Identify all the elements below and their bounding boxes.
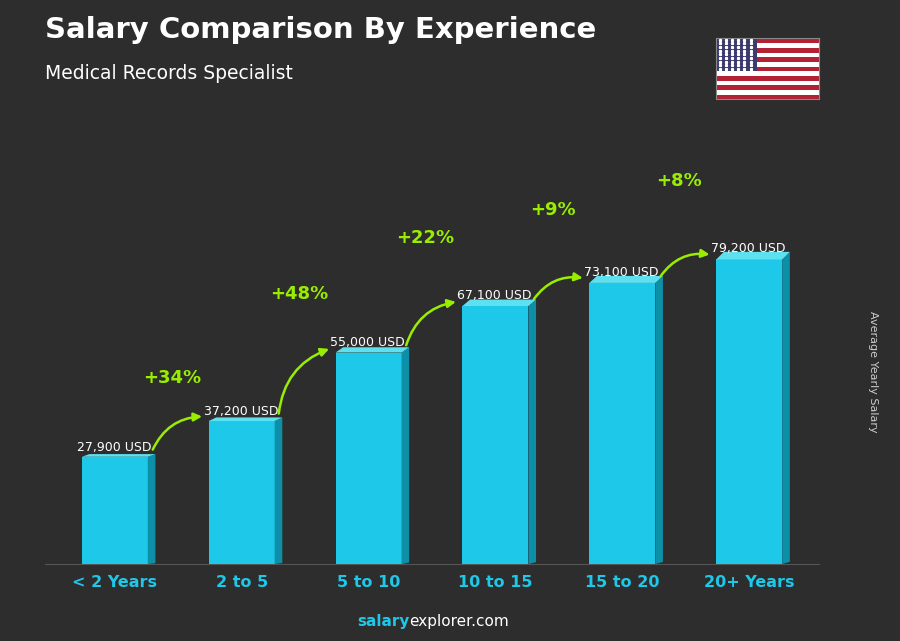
Bar xyxy=(716,48,819,53)
Text: +22%: +22% xyxy=(397,229,454,247)
Text: +8%: +8% xyxy=(657,172,702,190)
Text: 27,900 USD: 27,900 USD xyxy=(76,441,151,454)
Text: Medical Records Specialist: Medical Records Specialist xyxy=(45,64,292,83)
Polygon shape xyxy=(528,299,536,564)
Text: +9%: +9% xyxy=(530,201,575,219)
Polygon shape xyxy=(82,454,156,457)
Text: explorer.com: explorer.com xyxy=(410,615,509,629)
Polygon shape xyxy=(716,252,790,260)
Bar xyxy=(716,85,819,90)
Polygon shape xyxy=(148,454,156,564)
Bar xyxy=(716,62,819,67)
Bar xyxy=(716,53,819,57)
Text: +34%: +34% xyxy=(143,369,201,387)
Bar xyxy=(716,90,819,95)
Bar xyxy=(82,457,148,564)
Text: 37,200 USD: 37,200 USD xyxy=(203,405,278,418)
Polygon shape xyxy=(209,417,283,421)
Polygon shape xyxy=(336,347,410,353)
Bar xyxy=(716,95,819,99)
Bar xyxy=(716,43,819,48)
Bar xyxy=(716,81,819,85)
Bar xyxy=(716,67,819,71)
Text: +48%: +48% xyxy=(270,285,328,303)
Polygon shape xyxy=(463,299,536,306)
Bar xyxy=(716,76,819,81)
Bar xyxy=(716,260,782,564)
Text: salary: salary xyxy=(357,615,410,629)
Text: Salary Comparison By Experience: Salary Comparison By Experience xyxy=(45,16,596,44)
Bar xyxy=(716,38,819,43)
Bar xyxy=(463,306,528,564)
Polygon shape xyxy=(401,347,410,564)
Bar xyxy=(716,71,819,76)
Text: 73,100 USD: 73,100 USD xyxy=(584,266,659,279)
Text: 55,000 USD: 55,000 USD xyxy=(330,336,405,349)
Text: 67,100 USD: 67,100 USD xyxy=(457,289,532,302)
Polygon shape xyxy=(655,276,663,564)
Bar xyxy=(209,421,274,564)
Polygon shape xyxy=(590,276,663,283)
Polygon shape xyxy=(782,252,790,564)
Bar xyxy=(590,283,655,564)
Text: Average Yearly Salary: Average Yearly Salary xyxy=(868,311,878,433)
Bar xyxy=(336,353,401,564)
Polygon shape xyxy=(274,417,283,564)
Bar xyxy=(716,57,819,62)
Bar xyxy=(716,38,757,71)
Text: 79,200 USD: 79,200 USD xyxy=(711,242,786,255)
